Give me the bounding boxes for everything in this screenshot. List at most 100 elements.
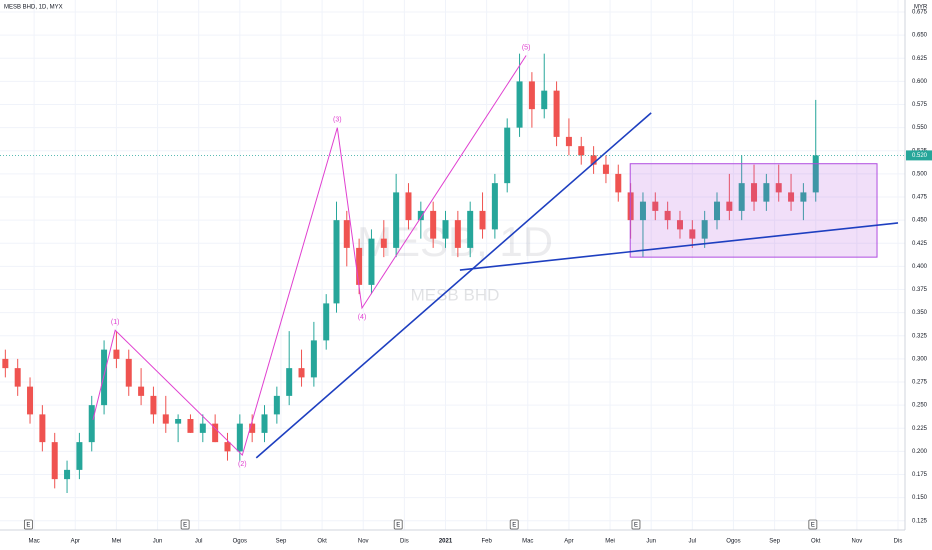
- candle-body: [479, 210, 486, 230]
- y-tick-label: 0.400: [912, 264, 928, 270]
- x-tick-label: Apr: [71, 539, 80, 545]
- candle-body: [76, 442, 83, 470]
- candle-body: [39, 414, 46, 443]
- x-tick-label: Sep: [769, 539, 780, 545]
- candle-body: [775, 183, 782, 193]
- candle-body: [689, 229, 696, 239]
- candle-body: [101, 349, 108, 406]
- y-tick-label: 0.625: [912, 56, 928, 62]
- y-tick-label: 0.175: [912, 472, 928, 478]
- candle-body: [2, 358, 9, 369]
- watermark-subtitle: MESB BHD: [411, 285, 500, 304]
- candle-body: [14, 368, 21, 387]
- candle-body: [726, 201, 733, 211]
- y-tick-label: 0.375: [912, 287, 928, 293]
- candle-body: [652, 201, 659, 211]
- x-tick-label: Nov: [852, 539, 863, 545]
- candle-body: [553, 90, 560, 137]
- candle-body: [763, 183, 770, 202]
- candle-body: [27, 386, 34, 415]
- candle-body: [187, 419, 194, 433]
- candle-body: [602, 164, 609, 174]
- y-tick-label: 0.650: [912, 33, 928, 39]
- x-tick-label: Jul: [688, 539, 696, 545]
- chart-title: MESB BHD, 1D, MYX: [4, 5, 63, 11]
- earnings-marker: [509, 519, 519, 530]
- candle-body: [175, 419, 182, 424]
- wave-label: (1): [111, 319, 120, 326]
- candle-body: [664, 210, 671, 221]
- trend-line: [255, 112, 652, 459]
- candle-body: [467, 210, 474, 248]
- y-tick-label: 0.500: [912, 171, 928, 177]
- earnings-marker: [23, 519, 33, 530]
- candle-body: [430, 210, 437, 239]
- x-tick-label: Okt: [811, 539, 821, 545]
- candle-body: [405, 192, 412, 221]
- y-tick-label: 0.475: [912, 195, 928, 201]
- candle-body: [701, 220, 708, 239]
- candle-body: [615, 173, 622, 193]
- candle-body: [343, 220, 350, 248]
- candle-body: [273, 395, 280, 415]
- earnings-label: E: [512, 523, 516, 529]
- y-tick-label: 0.550: [912, 125, 928, 131]
- x-tick-label: Mei: [605, 539, 615, 545]
- x-tick-label: Nov: [358, 539, 369, 545]
- candle-body: [236, 423, 243, 452]
- candle-body: [199, 423, 206, 433]
- y-tick-label: 0.425: [912, 241, 928, 247]
- x-tick-label: Ogos: [233, 539, 247, 545]
- x-tick-label: Feb: [481, 539, 492, 545]
- candle-body: [417, 210, 424, 221]
- candle-body: [393, 192, 400, 248]
- wave-label: (3): [333, 116, 342, 123]
- candle-body: [88, 405, 95, 443]
- earnings-marker: [393, 519, 403, 530]
- candle-body: [516, 81, 523, 128]
- candle-body: [442, 220, 449, 239]
- wave-line: [92, 55, 527, 457]
- candle-body: [812, 155, 819, 193]
- earnings-marker: [808, 519, 818, 530]
- axes: 0.125 0.150 0.175 0.200 0.225 0.250 0.275 0.300…: [0, 10, 932, 545]
- candle-body: [323, 303, 330, 341]
- last-price-label: 0.520: [912, 153, 928, 159]
- x-tick-label: Dis: [894, 539, 903, 545]
- candle-body: [333, 220, 340, 304]
- last-price-box: [906, 150, 932, 161]
- candle-body: [541, 90, 548, 110]
- candle-body: [310, 340, 317, 378]
- wave-label: (4): [358, 314, 367, 321]
- x-tick-label: Jun: [646, 539, 656, 545]
- candle-body: [212, 423, 219, 443]
- y-tick-label: 0.125: [912, 518, 928, 524]
- candle-body: [150, 395, 157, 415]
- range-box: [629, 163, 878, 258]
- candle-body: [286, 368, 293, 396]
- candle-body: [224, 442, 231, 452]
- candle-body: [162, 414, 169, 424]
- earnings-label: E: [26, 523, 30, 529]
- candle-body: [249, 423, 256, 433]
- x-tick-label: Mac: [522, 539, 533, 545]
- candle-body: [714, 201, 721, 221]
- candle-body: [356, 247, 363, 285]
- candle-body: [380, 238, 387, 248]
- candle-body: [125, 358, 132, 387]
- x-tick-label: Sep: [276, 539, 287, 545]
- y-tick-label: 0.675: [912, 10, 928, 16]
- candle-body: [138, 386, 145, 396]
- candle-body: [738, 183, 745, 211]
- y-tick-label: 0.150: [912, 495, 928, 501]
- y-tick-label: 0.225: [912, 426, 928, 432]
- wave-label: (5): [522, 44, 531, 51]
- candle-body: [113, 349, 120, 359]
- candle-body: [565, 136, 572, 147]
- y-tick-label: 0.200: [912, 449, 928, 455]
- x-tick-label: Jun: [153, 539, 163, 545]
- x-tick-label: Mei: [112, 539, 122, 545]
- earnings-marker: [180, 519, 190, 530]
- x-tick-label: Ogos: [726, 539, 740, 545]
